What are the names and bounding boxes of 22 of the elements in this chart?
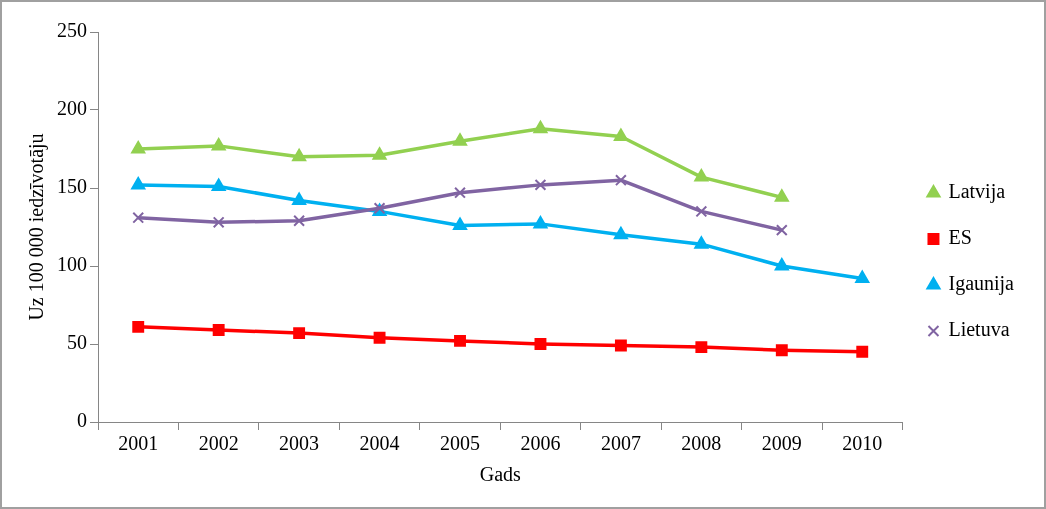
y-axis-title: Uz 100 000 iedzīvotāju — [25, 133, 49, 321]
x-tick-label: 2010 — [842, 432, 883, 455]
x-tick-label: 2002 — [198, 432, 239, 455]
x-tick-label: 2001 — [118, 432, 159, 455]
y-tick-label: 100 — [57, 253, 87, 276]
x-tick-label: 2006 — [520, 432, 561, 455]
y-tick-label: 200 — [57, 97, 87, 120]
legend-label: ES — [948, 226, 972, 249]
legend-label: Lietuva — [948, 318, 1010, 341]
legend-label: Latvija — [948, 180, 1006, 204]
y-tick-label: 50 — [67, 331, 87, 354]
y-tick-label: 0 — [77, 409, 87, 432]
x-tick-label: 2009 — [761, 432, 802, 455]
x-tick-label: 2008 — [681, 432, 722, 455]
legend-label: Igaunija — [948, 272, 1015, 296]
x-tick-label: 2007 — [600, 432, 641, 455]
x-tick-label: 2005 — [440, 432, 481, 455]
x-tick-label: 2003 — [279, 432, 320, 455]
x-tick-label: 2004 — [359, 432, 400, 455]
y-tick-label: 250 — [57, 19, 87, 42]
x-axis-title: Gads — [479, 463, 521, 486]
y-tick-label: 150 — [57, 175, 87, 198]
